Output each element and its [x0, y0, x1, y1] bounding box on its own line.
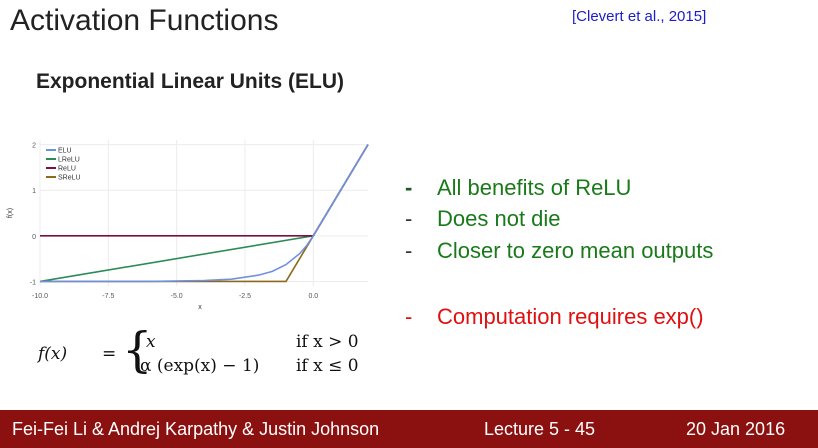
y-tick-label: 0 — [32, 234, 36, 241]
legend-label: LReLU — [58, 157, 80, 164]
x-tick-label: 0.0 — [308, 293, 318, 300]
elu-chart: -10.0 -7.5 -5.0 -2.5 0.0 -1 0 1 2 x f(x) ELU LReLU Re… — [7, 140, 369, 311]
bullet-text: Does not die — [437, 206, 561, 231]
bullet-dash: - — [405, 304, 413, 329]
formula-case1-expr: x — [146, 332, 156, 352]
bullet-text: Closer to zero mean outputs — [437, 238, 714, 263]
bullet-text: All benefits of ReLU — [437, 175, 632, 200]
formula-case2-cond: if x ≤ 0 — [296, 356, 359, 376]
footer-authors: Fei-Fei Li & Andrej Karpathy & Justin Jo… — [12, 419, 380, 439]
legend-label: SReLU — [58, 175, 81, 182]
series-line-elu — [40, 144, 369, 283]
y-tick-label: 1 — [32, 188, 36, 195]
bullet-zero-mean: - Closer to zero mean outputs — [405, 238, 713, 264]
bullet-dash: - — [405, 206, 413, 231]
x-axis-label: x — [198, 304, 202, 311]
plot-area — [40, 140, 368, 286]
formula-brace: { — [122, 322, 153, 378]
bullet-computation: - Computation requires exp() — [405, 304, 704, 330]
citation: [Clevert et al., 2015] — [572, 8, 707, 25]
formula-lhs: f(x) — [38, 344, 68, 364]
y-axis-label: f(x) — [7, 208, 14, 218]
bullet-dash: - — [405, 175, 413, 200]
x-tick-label: -7.5 — [102, 293, 114, 300]
footer-bar: Fei-Fei Li & Andrej Karpathy & Justin Jo… — [0, 410, 818, 448]
x-tick-label: -5.0 — [171, 293, 183, 300]
bullet-relu-benefits: - All benefits of ReLU — [405, 175, 631, 201]
formula-case2-expr: α (exp(x) − 1) — [140, 356, 260, 376]
formula-equals: = — [102, 344, 117, 364]
footer-lecture: Lecture 5 - 45 — [484, 419, 596, 439]
formula-case1-cond: if x > 0 — [296, 332, 359, 352]
bullet-text: Computation requires exp() — [437, 304, 704, 329]
x-tick-label: -10.0 — [32, 293, 48, 300]
bullet-does-not-die: - Does not die — [405, 206, 561, 232]
legend-label: ELU — [58, 148, 72, 155]
y-tick-label: -1 — [30, 279, 36, 286]
x-tick-label: -2.5 — [239, 293, 251, 300]
bullet-dash: - — [405, 238, 413, 263]
y-tick-label: 2 — [32, 143, 36, 150]
slide-subtitle: Exponential Linear Units (ELU) — [36, 70, 345, 93]
slide-title: Activation Functions — [10, 4, 279, 37]
legend-label: ReLU — [58, 166, 76, 173]
footer-date: 20 Jan 2016 — [686, 419, 786, 439]
elu-formula: f(x) = { x if x > 0 α (exp(x) − 1) if x … — [38, 326, 388, 380]
